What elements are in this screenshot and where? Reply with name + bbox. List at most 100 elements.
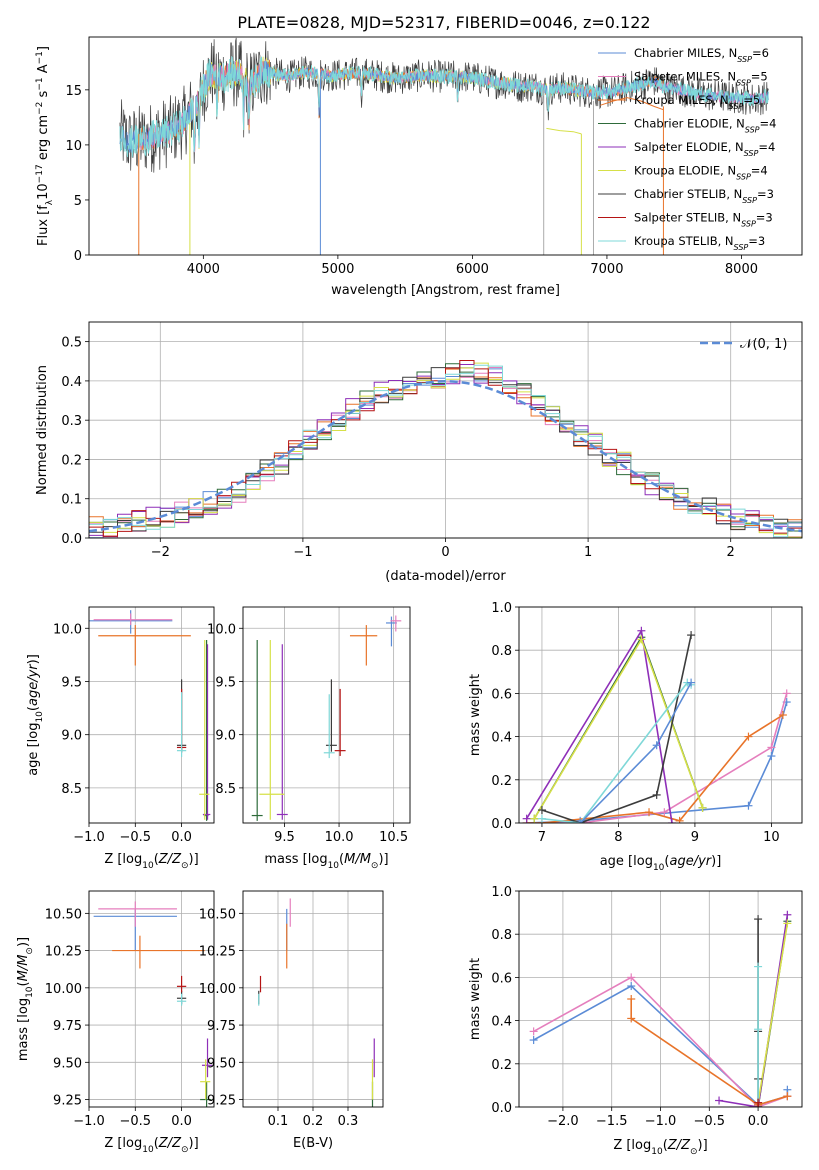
y-tick-label: 10.50 — [45, 907, 82, 922]
y-tick-label: 10.25 — [45, 945, 82, 960]
panel-2: −1.0 −0.5 0.08.59.09.510.0Z [log10(Z/Z⊙)]a… — [26, 606, 215, 871]
mass-weight-line — [526, 714, 784, 823]
y-tick-label: 0.8 — [491, 928, 512, 943]
y-axis-label: mass weight — [468, 958, 483, 1040]
legend-label: 𝒩(0, 1) — [740, 337, 787, 352]
y-tick-label: 10.00 — [45, 982, 82, 997]
legend-label-sub: SSP — [742, 196, 757, 205]
x-axis-label-part: ⊙ — [181, 1145, 189, 1155]
y-axis-label-part: −1 — [35, 51, 45, 64]
x-axis-label-part: Z [log — [104, 1136, 142, 1151]
x-tick-label: 9 — [691, 830, 699, 845]
panel-3: 9.5 10.0 10.5 8.5 9.0 9.5 10.0 mass [log10(M/M⊙… — [207, 606, 411, 871]
legend-label: Salpeter MILES, NSSP=5 — [634, 70, 768, 88]
legend-label-text: Salpeter MILES, N — [634, 70, 736, 84]
x-axis-label-part: 10 — [142, 861, 154, 871]
x-tick-label: 0.1 — [268, 1114, 289, 1129]
y-axis-label-part: age [log — [26, 723, 41, 776]
histogram-kroupa-stelib — [89, 364, 802, 538]
legend-label-sub: SSP — [744, 149, 759, 158]
legend-label-sub: SSP — [737, 55, 752, 64]
x-axis-label-part: ( — [154, 1136, 159, 1151]
kroupa-elodie-tail — [546, 127, 582, 135]
y-tick-label: 9.5 — [215, 675, 236, 690]
y-tick-label: 9.75 — [207, 1019, 236, 1034]
y-axis-label: Flux [fλ10−17 erg cm−2 s−1 A−1] — [35, 46, 55, 246]
y-tick-label: 10.0 — [207, 622, 236, 637]
x-axis-label-part: ⊙ — [690, 1147, 698, 1157]
mass-weight-line — [533, 976, 788, 1107]
legend-label-text: Salpeter STELIB, N — [634, 211, 741, 225]
x-axis-label: Z [log10(Z/Z⊙)] — [613, 1138, 707, 1157]
y-axis-label-part: Flux [f — [36, 205, 51, 246]
x-axis-label-part: )] — [378, 852, 388, 867]
y-tick-label: 9.5 — [61, 675, 82, 690]
x-axis-label-part: )] — [189, 1136, 199, 1151]
y-tick-label: 8.5 — [61, 782, 82, 797]
y-tick-label: 1.0 — [491, 601, 512, 616]
panel-7: −2.0 −1.5 −1.0 −0.5 0.0 0.0 0.2 0.4 0.6 0.8 1.0 Z [… — [468, 885, 803, 1157]
y-axis-label-part: 10 — [25, 986, 35, 998]
legend-label-text: Chabrier STELIB, N — [634, 187, 742, 201]
y-axis-label-part: mass weight — [468, 674, 483, 756]
y-axis-label-part: ( — [16, 981, 31, 986]
y-axis-label-part: mass [log — [16, 998, 31, 1061]
x-axis-label-part: Z [log — [613, 1138, 651, 1153]
x-tick-label: −1.0 — [645, 1114, 677, 1129]
x-tick-label: 0.0 — [171, 830, 192, 845]
y-tick-label: 9.75 — [53, 1019, 82, 1034]
x-tick-label: −0.5 — [120, 830, 152, 845]
x-tick-label: 0.0 — [171, 1114, 192, 1129]
y-axis-label-part: M/M — [16, 955, 31, 982]
x-axis-label: Z [log10(Z/Z⊙)] — [104, 852, 198, 871]
y-tick-label: 0.6 — [491, 971, 512, 986]
y-axis-label-part: ⊙ — [25, 947, 35, 955]
legend-label-sub: SSP — [734, 243, 749, 252]
legend-label-n: =4 — [758, 140, 775, 154]
y-tick-label: 15 — [65, 84, 82, 99]
x-tick-label: 9.5 — [274, 830, 295, 845]
legend-label-text: Kroupa ELODIE, N — [634, 164, 736, 178]
y-axis-label-part: −1 — [35, 77, 45, 90]
y-axis-label-part: ] — [36, 46, 51, 51]
legend-label-text: Kroupa MILES, N — [634, 93, 729, 107]
y-axis-label-part: mass weight — [468, 958, 483, 1040]
panel-6: 0.1 0.2 0.3 9.25 9.50 9.75 10.00 10.25 10.50 E(B-… — [199, 890, 384, 1151]
legend-label: Chabrier STELIB, NSSP=3 — [634, 187, 774, 205]
x-tick-label: −1.0 — [73, 1114, 105, 1129]
panel-0: 4000 5000 6000 7000 8000 0 5 10 15 wavelength [An… — [35, 36, 803, 298]
y-tick-label: 0.0 — [491, 1101, 512, 1116]
legend-label-text: Kroupa STELIB, N — [634, 234, 734, 248]
plot-area — [89, 360, 802, 538]
x-tick-label: 10.5 — [379, 830, 408, 845]
legend-label-n: =4 — [760, 117, 777, 131]
spectrum-kroupa-stelib — [119, 55, 769, 158]
x-axis-label-part: mass [log — [264, 852, 327, 867]
axes-frame — [88, 606, 215, 824]
y-tick-label: 0.1 — [61, 493, 82, 508]
plot-area — [251, 615, 402, 821]
x-tick-label: 1 — [584, 545, 592, 560]
x-tick-label: 6000 — [456, 262, 489, 277]
x-axis-label-part: E(B-V) — [293, 1136, 333, 1151]
y-tick-label: 0.4 — [491, 1015, 512, 1030]
y-tick-label: 0.3 — [61, 414, 82, 429]
axes-frame — [518, 606, 803, 824]
axes-frame — [518, 890, 803, 1108]
y-tick-label: 0.5 — [61, 336, 82, 351]
x-tick-label: 5000 — [321, 262, 354, 277]
legend-label-n: =3 — [748, 234, 765, 248]
y-tick-label: 9.0 — [215, 729, 236, 744]
y-axis-label-part: 10 — [35, 711, 45, 723]
x-axis-label-part: )] — [711, 854, 721, 869]
x-axis-label: wavelength [Angstrom, rest frame] — [331, 283, 560, 298]
x-axis-label-part: Z/Z — [158, 1136, 182, 1151]
y-tick-label: 9.25 — [53, 1094, 82, 1109]
y-tick-label: 9.50 — [53, 1056, 82, 1071]
x-tick-label: 2 — [727, 545, 735, 560]
y-tick-label: 0.4 — [491, 731, 512, 746]
legend-label: Salpeter ELODIE, NSSP=4 — [634, 140, 775, 158]
y-axis-label-part: A — [36, 64, 51, 77]
